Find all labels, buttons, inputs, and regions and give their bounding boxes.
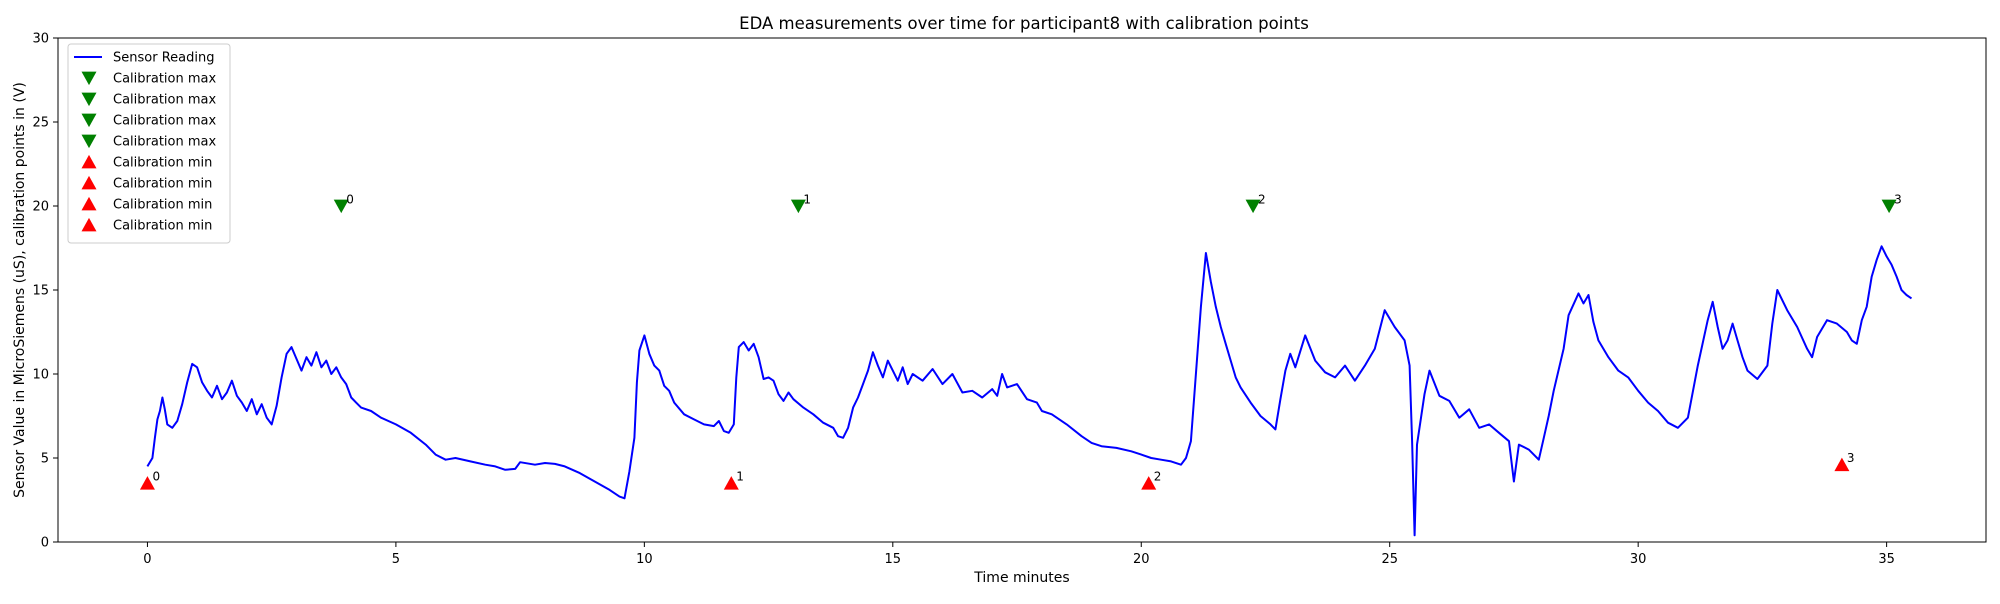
legend-entry-label: Calibration max [113, 135, 216, 150]
calibration-min-point-label: 1 [736, 470, 744, 484]
x-tick-label: 35 [1878, 552, 1895, 567]
legend-box [67, 43, 231, 244]
legend-marker-swatch [81, 196, 97, 211]
legend-entry-label: Calibration max [113, 114, 216, 129]
legend-entry-label: Calibration min [113, 177, 212, 192]
x-tick-label: 0 [143, 552, 151, 567]
y-tick-label: 25 [32, 116, 49, 131]
calibration-max-point-label: 3 [1894, 193, 1902, 207]
legend-entry-label: Sensor Reading [113, 51, 214, 66]
y-tick-label: 0 [41, 536, 49, 551]
legend-marker-swatch [81, 92, 97, 107]
y-tick-label: 15 [32, 284, 49, 299]
calibration-min-point-label: 0 [152, 470, 160, 484]
legend-marker-swatch [81, 134, 97, 149]
y-tick-label: 5 [41, 452, 49, 467]
legend-entry-label: Calibration min [113, 219, 212, 234]
calibration-min-marker [1141, 476, 1157, 490]
legend-entry-label: Calibration max [113, 93, 216, 108]
x-tick-label: 30 [1630, 552, 1647, 567]
plot-frame [57, 37, 1987, 543]
legend-entry-label: Calibration min [113, 156, 212, 171]
calibration-min-point-label: 2 [1154, 470, 1162, 484]
calibration-max-marker [790, 199, 806, 214]
x-tick-label: 20 [1133, 552, 1150, 567]
chart-title: EDA measurements over time for participa… [739, 14, 1309, 33]
calibration-min-point-label: 3 [1847, 451, 1855, 465]
legend-marker-swatch [81, 154, 97, 169]
calibration-min-marker [723, 476, 739, 490]
plot-area: 0 1 2 3 0 1 2 3 [139, 193, 1913, 537]
y-tick-label: 30 [32, 32, 49, 47]
calibration-max-point-label: 0 [346, 193, 354, 207]
calibration-max-point-label: 2 [1258, 193, 1266, 207]
calibration-max-point-label: 1 [803, 193, 811, 207]
calibration-max-marker [1245, 199, 1261, 214]
legend-entry-label: Calibration max [113, 72, 216, 87]
calibration-min-marker [139, 476, 155, 490]
x-tick-label: 15 [885, 552, 902, 567]
x-tick-label: 5 [392, 552, 400, 567]
legend-marker-swatch [81, 217, 97, 232]
legend-marker-swatch [81, 71, 97, 86]
y-axis-label: Sensor Value in MicroSiemens (uS), calib… [12, 82, 28, 498]
calibration-max-marker [1881, 199, 1897, 214]
x-tick-label: 25 [1381, 552, 1398, 567]
y-tick-label: 10 [32, 368, 49, 383]
legend-entry-label: Calibration min [113, 198, 212, 213]
legend: Sensor Reading Calibration max Calibration… [67, 43, 231, 244]
x-axis-label: Time minutes [973, 570, 1069, 586]
y-tick-label: 20 [32, 200, 49, 215]
legend-marker-swatch [81, 175, 97, 190]
legend-marker-swatch [81, 113, 97, 128]
sensor-reading-line [146, 245, 1913, 537]
calibration-min-marker [1834, 457, 1850, 472]
x-tick-label: 10 [636, 552, 653, 567]
calibration-max-marker [333, 199, 349, 214]
